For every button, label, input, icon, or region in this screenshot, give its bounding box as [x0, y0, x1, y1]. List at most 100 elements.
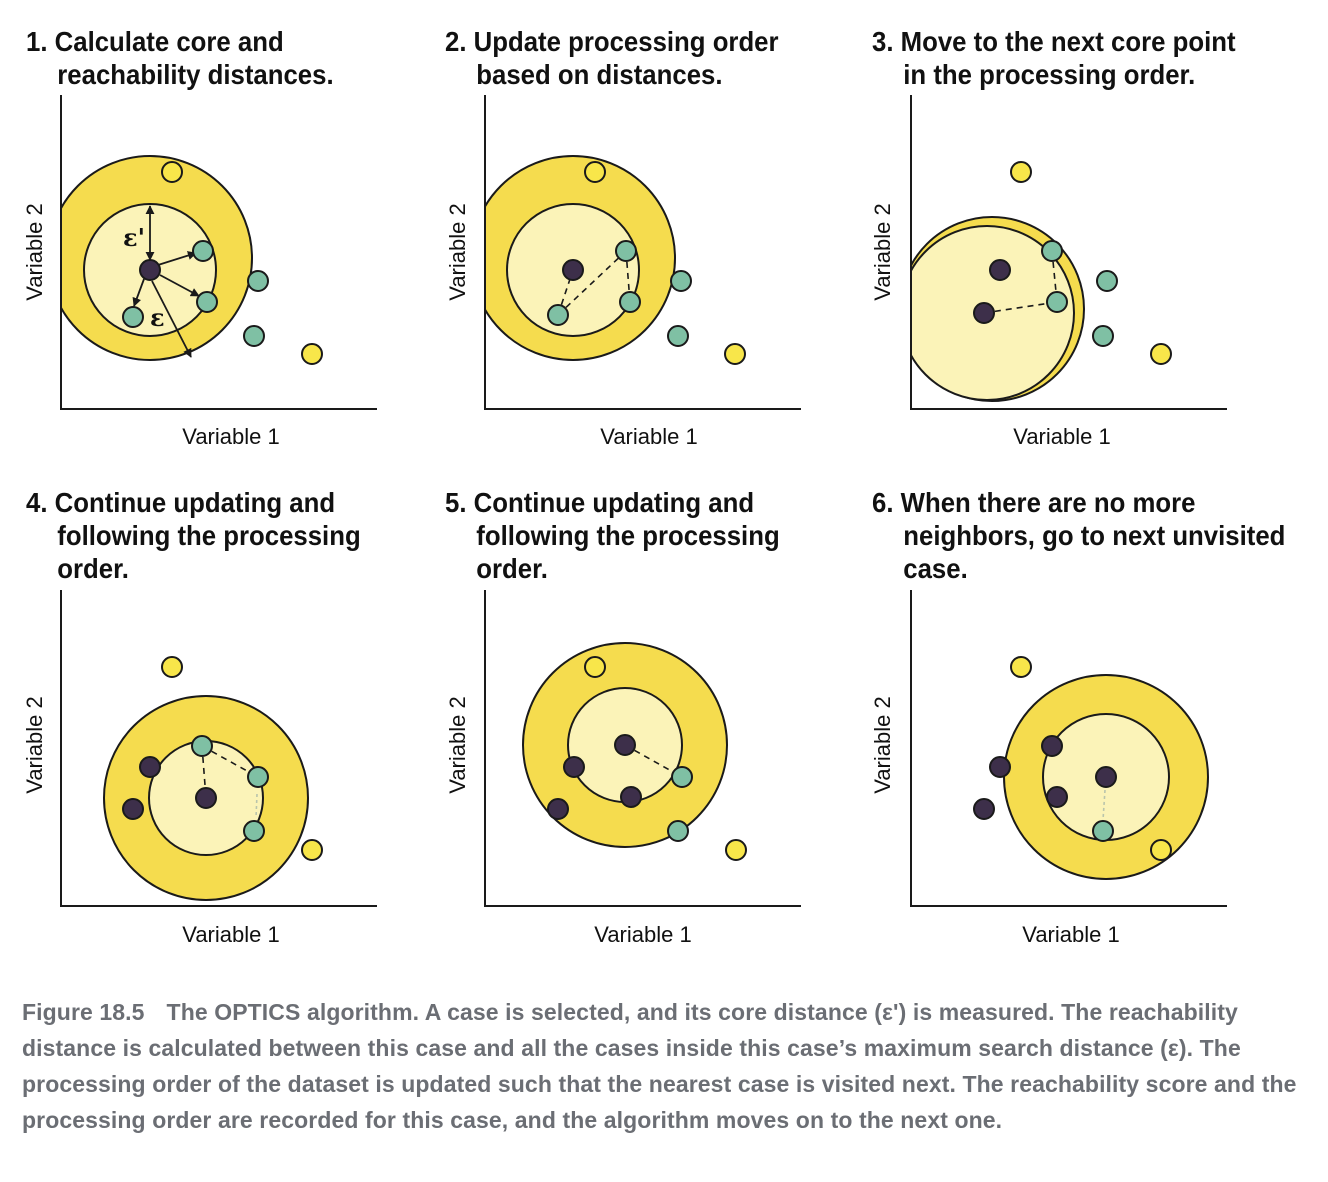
noise-point	[301, 839, 323, 861]
panel-3-title-line-1: 3. Move to the next core point	[872, 26, 1236, 57]
panel-3-title: 3. Move to the next core point in the pr…	[872, 25, 1236, 91]
panel-2-plot: Variable 1 Variable 2	[445, 95, 801, 449]
noise-point	[724, 343, 746, 365]
figure-caption: Figure 18.5 The OPTICS algorithm. A case …	[22, 994, 1312, 1138]
panel-5-title-line-2: following the processing	[476, 520, 780, 551]
panel-4-plot: Variable 1 Variable 2	[22, 590, 377, 947]
neighbor-point	[619, 291, 641, 313]
panel-1-title: 1. Calculate core and reachability dista…	[26, 25, 334, 91]
y-axis-label: Variable 2	[870, 696, 895, 793]
core-point	[562, 259, 584, 281]
noise-point	[161, 656, 183, 678]
figure-label: Figure 18.5	[22, 999, 145, 1025]
visited-core-point	[989, 259, 1011, 281]
x-axis-label: Variable 1	[1013, 424, 1110, 449]
processing-order-links	[557, 250, 631, 316]
neighbor-point	[547, 304, 569, 326]
neighbor-point	[122, 306, 144, 328]
panel-6-title-line-3: case.	[903, 553, 968, 584]
neighbor-point	[243, 820, 265, 842]
visited-core-point	[620, 786, 642, 808]
core-point	[195, 787, 217, 809]
panel-1-title-line-2: reachability distances.	[57, 59, 334, 90]
panel-2-title-line-1: 2. Update processing order	[445, 26, 779, 57]
panel-4-title: 4. Continue updating and following the p…	[26, 486, 361, 585]
visited-core-point	[122, 798, 144, 820]
panel-1-plot: ε' ε Variable 1 Variable 2	[22, 95, 377, 449]
panel-6-plot: Variable 1 Variable 2	[870, 590, 1227, 947]
neighbor-point	[667, 820, 689, 842]
core-point	[139, 259, 161, 281]
y-axis-label: Variable 2	[445, 203, 470, 300]
visited-core-point	[1046, 786, 1068, 808]
panel-5-title: 5. Continue updating and following the p…	[445, 486, 780, 585]
figure-caption-text: The OPTICS algorithm. A case is selected…	[22, 999, 1297, 1133]
y-axis-label: Variable 2	[445, 696, 470, 793]
panel-6-title: 6. When there are no more neighbors, go …	[872, 486, 1285, 585]
noise-point	[301, 343, 323, 365]
axes	[60, 590, 377, 907]
faint-link	[1102, 789, 1106, 821]
visited-core-point	[1041, 735, 1063, 757]
neighbor-point	[1046, 291, 1068, 313]
x-axis-label: Variable 1	[1022, 922, 1119, 947]
y-axis-label: Variable 2	[22, 203, 47, 300]
panel-4-title-line-2: following the processing	[57, 520, 361, 551]
panel-5-title-line-1: 5. Continue updating and	[445, 487, 755, 518]
core-point	[1095, 766, 1117, 788]
panel-2-title: 2. Update processing order based on dist…	[445, 25, 779, 91]
visited-core-point	[973, 798, 995, 820]
noise-point	[584, 161, 606, 183]
noise-point	[1150, 343, 1172, 365]
panel-2-title-line-2: based on distances.	[476, 59, 723, 90]
neighbor-point	[247, 766, 269, 788]
axes	[484, 590, 801, 907]
axes	[910, 95, 1227, 410]
panel-5-title-line-3: order.	[476, 553, 548, 584]
neighbor-point	[670, 270, 692, 292]
x-axis-label: Variable 1	[182, 424, 279, 449]
optics-diagram: ε' ε Variable 1 Variable 2	[22, 95, 1227, 947]
max-distance-label: ε	[150, 303, 165, 332]
x-axis-label: Variable 1	[594, 922, 691, 947]
processing-order-links	[201, 745, 259, 799]
core-distance-label: ε'	[123, 223, 145, 252]
neighbor-point	[1041, 240, 1063, 262]
neighbor-point	[1092, 325, 1114, 347]
axes	[484, 95, 801, 410]
panel-5-plot: Variable 1 Variable 2	[445, 590, 801, 947]
panel-3-title-line-2: in the processing order.	[903, 59, 1196, 90]
neighbor-point	[192, 240, 214, 262]
axes	[60, 95, 377, 410]
visited-core-point	[547, 798, 569, 820]
visited-core-point	[563, 756, 585, 778]
y-axis-label: Variable 2	[22, 696, 47, 793]
noise-point	[725, 839, 747, 861]
distance-arrows	[132, 205, 200, 358]
neighbor-point	[615, 240, 637, 262]
neighbor-point	[1096, 270, 1118, 292]
neighbor-point	[671, 766, 693, 788]
panel-3-plot: Variable 1 Variable 2	[870, 95, 1227, 449]
faint-link	[255, 793, 258, 819]
noise-point	[584, 656, 606, 678]
neighbor-point	[667, 325, 689, 347]
neighbor-point	[191, 735, 213, 757]
panel-6-title-line-2: neighbors, go to next unvisited	[903, 520, 1286, 551]
noise-point	[1010, 161, 1032, 183]
panel-6-title-line-1: 6. When there are no more	[872, 487, 1196, 518]
noise-point	[1150, 839, 1172, 861]
visited-core-point	[989, 756, 1011, 778]
neighbor-point	[247, 270, 269, 292]
noise-point	[1010, 656, 1032, 678]
noise-point	[161, 161, 183, 183]
visited-core-point	[139, 756, 161, 778]
processing-order-links	[983, 250, 1058, 314]
neighbor-point	[243, 325, 265, 347]
y-axis-label: Variable 2	[870, 203, 895, 300]
x-axis-label: Variable 1	[182, 922, 279, 947]
panel-1-title-line-1: 1. Calculate core and	[26, 26, 284, 57]
neighbor-point	[1092, 820, 1114, 842]
panel-4-title-line-3: order.	[57, 553, 129, 584]
panel-4-title-line-1: 4. Continue updating and	[26, 487, 336, 518]
